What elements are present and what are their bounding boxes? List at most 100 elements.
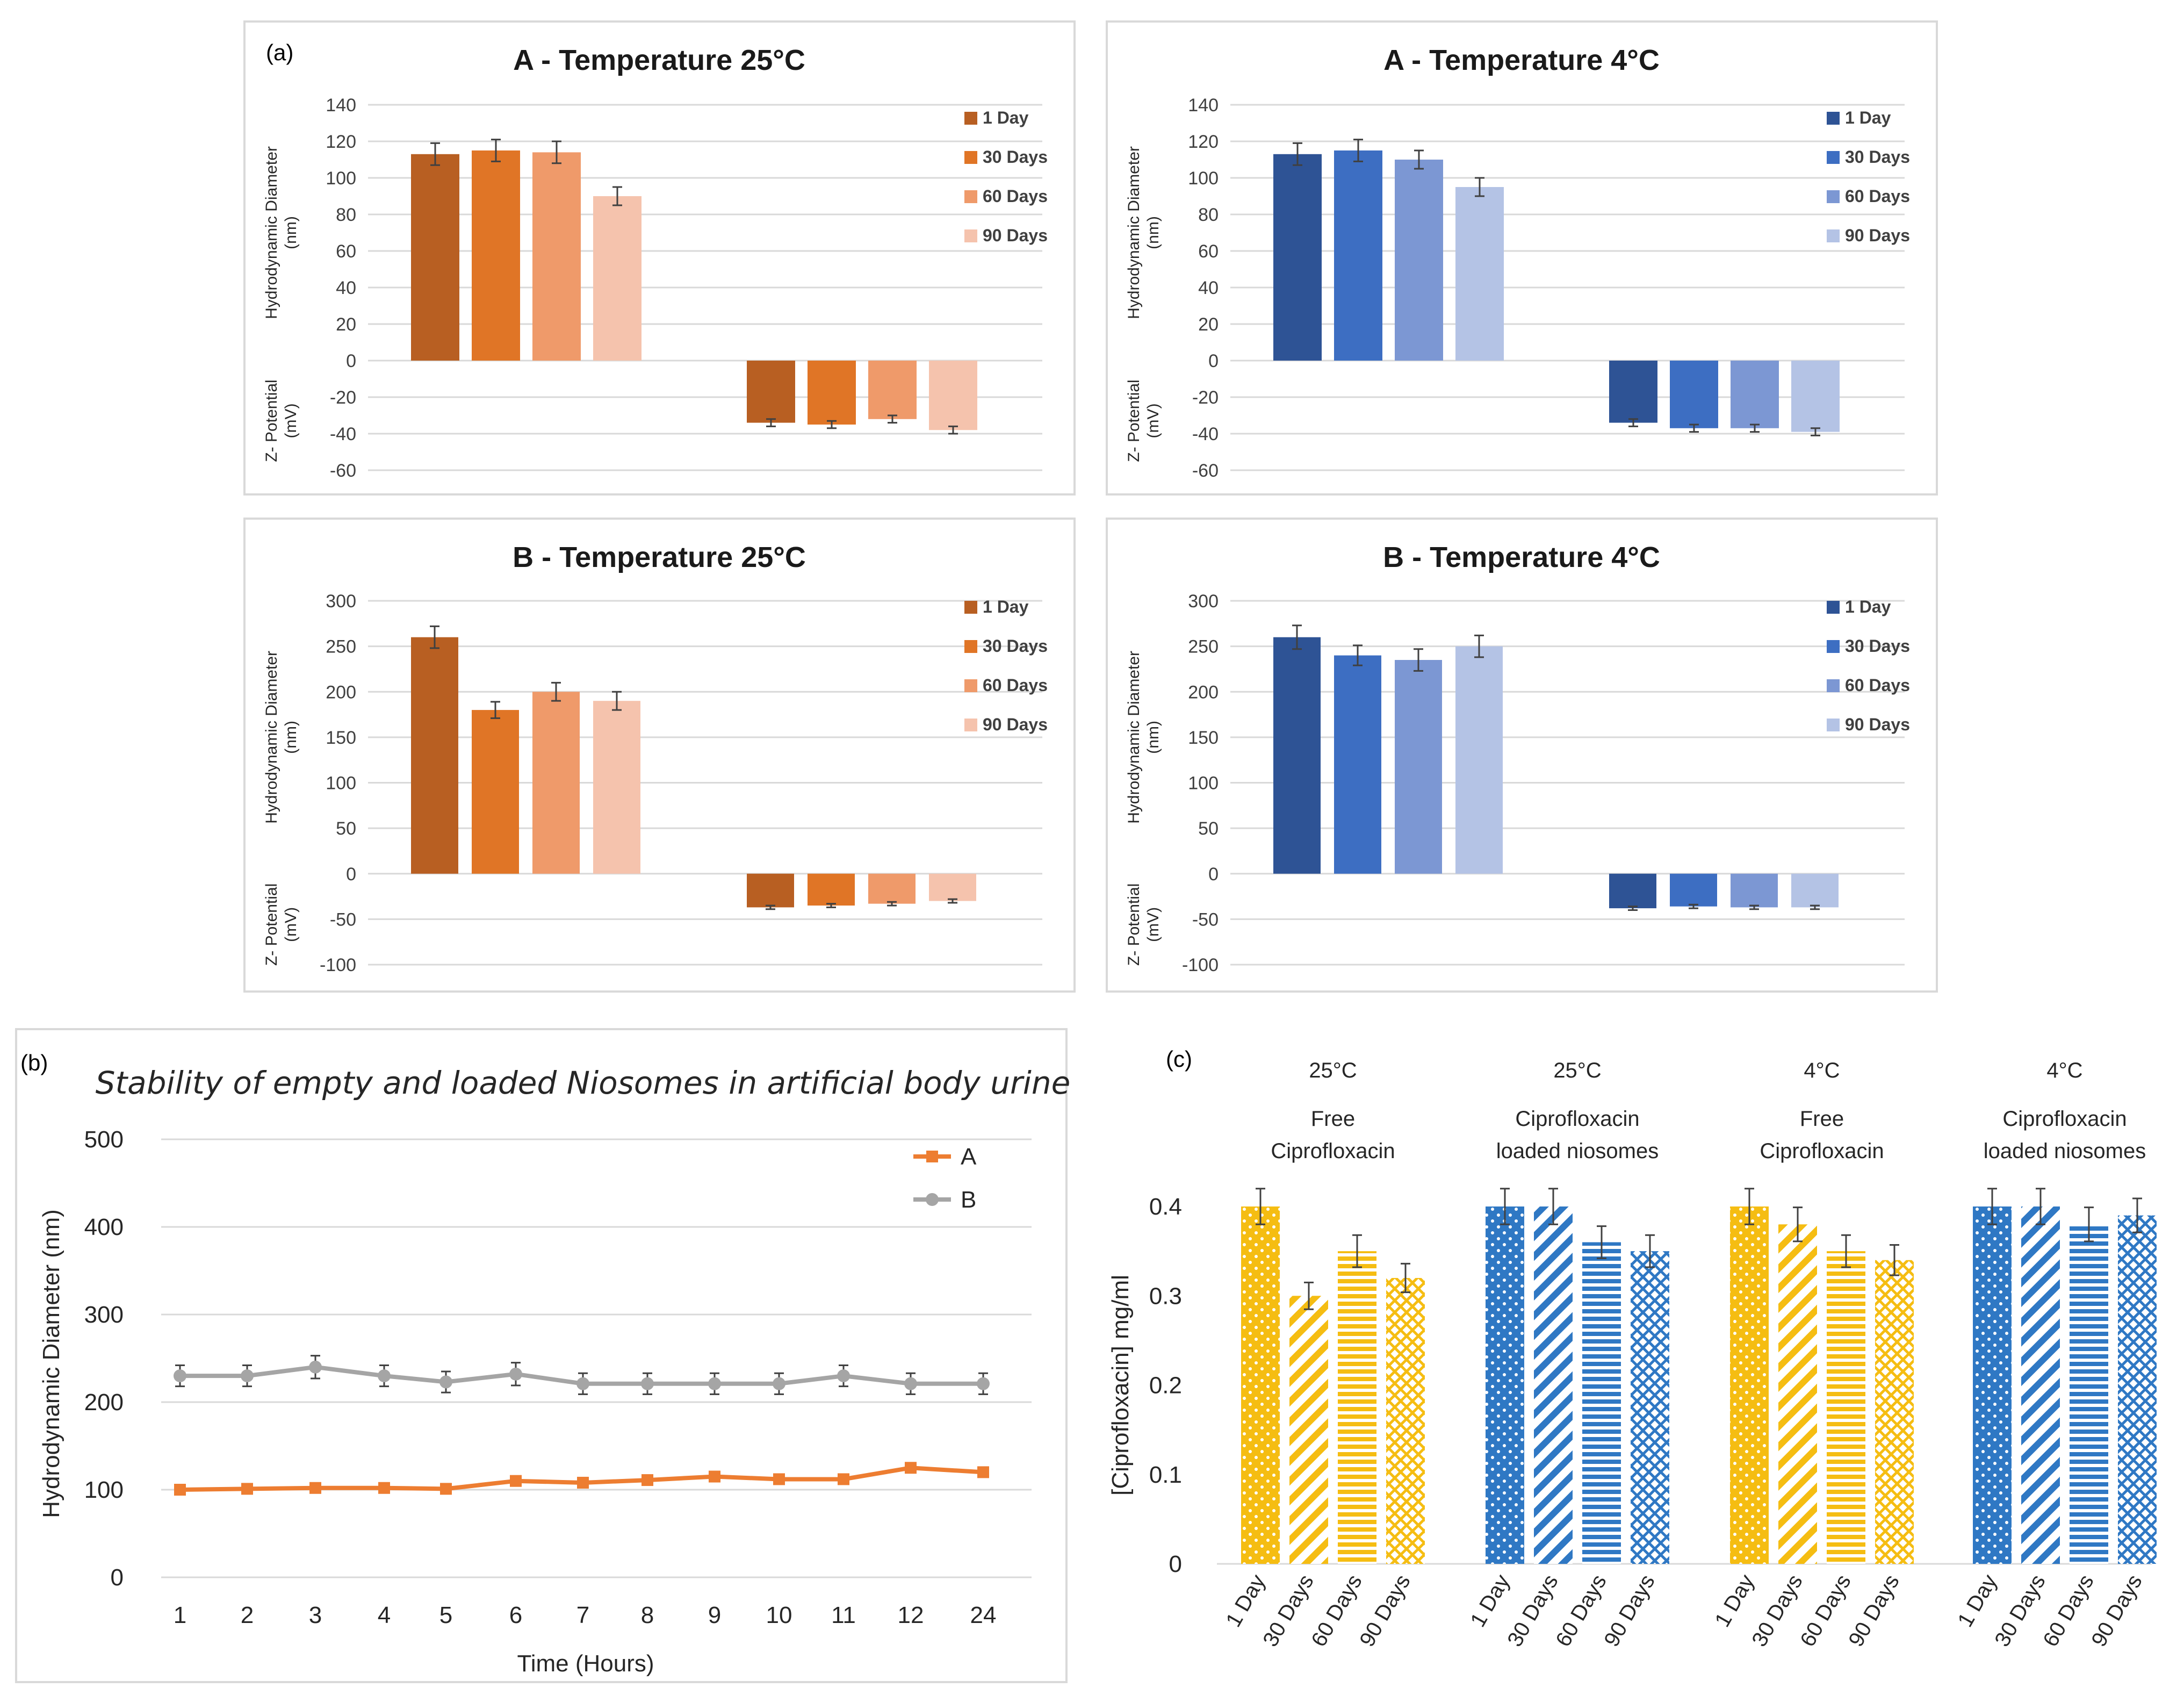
panel-title: B - Temperature 4°C [1383, 541, 1660, 573]
legend-swatch [964, 229, 977, 242]
legend-label: 90 Days [983, 226, 1048, 245]
y-tick-label: 50 [336, 818, 356, 839]
y-tick-label: 400 [84, 1214, 124, 1240]
bar [1455, 646, 1503, 874]
bar-panels-a: A - Temperature 25°C140120100806040200-2… [263, 44, 1910, 975]
y-tick-label: 40 [1198, 278, 1219, 298]
data-point [241, 1369, 254, 1383]
y-tick-label: 50 [1198, 818, 1219, 839]
legend-label: 90 Days [983, 715, 1048, 734]
bar [593, 196, 641, 361]
data-point [241, 1483, 253, 1495]
x-tick-label: 1 Day [1221, 1571, 1270, 1631]
bar [411, 154, 459, 361]
legend-label: 60 Days [1845, 186, 1910, 206]
legend-swatch [1827, 640, 1840, 653]
legend-label: 30 Days [983, 147, 1048, 167]
y-tick-label: 250 [1188, 637, 1219, 657]
data-point [509, 1367, 522, 1381]
y-tick-label: 100 [84, 1477, 124, 1503]
bar [532, 152, 581, 361]
y-axis-label-zeta: Z- Potential [263, 379, 280, 462]
y-tick-label: 100 [326, 168, 356, 189]
y-tick-label: 0 [1208, 864, 1219, 885]
bar [1778, 1224, 1817, 1564]
x-tick-label: 4 [378, 1602, 391, 1628]
y-tick-label: 60 [336, 241, 356, 262]
panel-label-c: (c) [1166, 1046, 1192, 1072]
y-tick-label: 200 [84, 1389, 124, 1416]
bar [1334, 655, 1381, 874]
group-temperature: 4°C [1804, 1059, 1840, 1082]
bar [808, 873, 855, 906]
data-point [773, 1377, 785, 1390]
legend-swatch [964, 151, 977, 164]
legend-swatch [1827, 151, 1840, 164]
x-tick-label: 7 [576, 1602, 589, 1628]
y-tick-label: 0 [1169, 1551, 1182, 1577]
y-axis-label-diameter: (nm) [282, 721, 300, 754]
data-point [309, 1482, 321, 1494]
legend-label: 30 Days [1845, 147, 1910, 167]
legend-swatch [1827, 190, 1840, 203]
bar-chart-c: 0.4 0.3 0.2 0.1 0 [Ciprofloxacin] mg/ml 25°C Fr… [1107, 1059, 2157, 1651]
x-tick-label: 2 [241, 1602, 254, 1628]
data-point [309, 1360, 322, 1374]
bar [1791, 361, 1840, 432]
legend-label: 90 Days [1845, 715, 1910, 734]
y-axis-label-diameter: Hydrodynamic Diameter [1125, 146, 1143, 319]
y-axis-label-diameter: Hydrodynamic Diameter [263, 146, 280, 319]
x-tick-label: 9 [708, 1602, 721, 1628]
legend-swatch [964, 601, 977, 614]
bar [1731, 361, 1779, 428]
bar [929, 361, 977, 430]
legend-label: 90 Days [1845, 226, 1910, 245]
data-point [174, 1484, 186, 1496]
x-axis-title: Time (Hours) [517, 1650, 654, 1677]
y-tick-label: -100 [1182, 955, 1219, 975]
bar [2118, 1215, 2157, 1564]
y-tick-label: -20 [330, 387, 356, 408]
legend-label: 1 Day [1845, 108, 1891, 127]
y-tick-label: 140 [326, 95, 356, 116]
y-tick-label: -60 [1192, 461, 1219, 481]
bar-panel-2: A - Temperature 4°C 140 120 100 80 60 40 20 0 -20… [1125, 44, 1910, 481]
y-tick-label: 0.3 [1149, 1283, 1182, 1309]
legend-label: 60 Days [1845, 676, 1910, 695]
data-point [977, 1466, 989, 1478]
panel-label-a: (a) [266, 40, 293, 65]
y-axis-label-zeta: (mV) [1144, 404, 1162, 439]
data-point [577, 1476, 589, 1489]
bar [472, 710, 519, 874]
legend-label: 1 Day [983, 108, 1029, 127]
group-label: Ciprofloxacin [1271, 1139, 1395, 1163]
data-point [576, 1377, 589, 1390]
y-tick-label: 140 [1188, 95, 1219, 116]
panel-label-b: (b) [20, 1050, 48, 1075]
y-tick-label: 120 [1188, 132, 1219, 152]
y-axis-label-zeta: Z- Potential [1125, 379, 1143, 462]
legend-label: 30 Days [1845, 636, 1910, 656]
data-point [905, 1462, 917, 1474]
y-tick-label: 80 [1198, 205, 1219, 225]
x-tick-label: 5 [439, 1602, 452, 1628]
y-axis-label-zeta: Z- Potential [263, 884, 280, 966]
panel-title: A - Temperature 4°C [1383, 44, 1660, 76]
y-tick-label: 80 [336, 205, 356, 225]
group-label: Ciprofloxacin [1515, 1107, 1639, 1131]
bar [1827, 1251, 1865, 1564]
group-label: Ciprofloxacin [1760, 1139, 1884, 1163]
panel-frame-a4 [1106, 518, 1938, 993]
legend-marker [926, 1193, 939, 1206]
y-axis-label-diameter: (nm) [282, 216, 300, 249]
y-tick-label: 500 [84, 1126, 124, 1153]
data-point [773, 1473, 785, 1485]
y-axis-label-diameter: (nm) [1144, 721, 1162, 754]
y-tick-label: 100 [326, 773, 356, 794]
y-tick-label: 300 [84, 1302, 124, 1328]
y-axis-label-zeta: (mV) [282, 907, 300, 942]
data-point [440, 1483, 452, 1495]
x-tick-label: 8 [641, 1602, 654, 1628]
group-temperature: 25°C [1553, 1059, 1601, 1082]
